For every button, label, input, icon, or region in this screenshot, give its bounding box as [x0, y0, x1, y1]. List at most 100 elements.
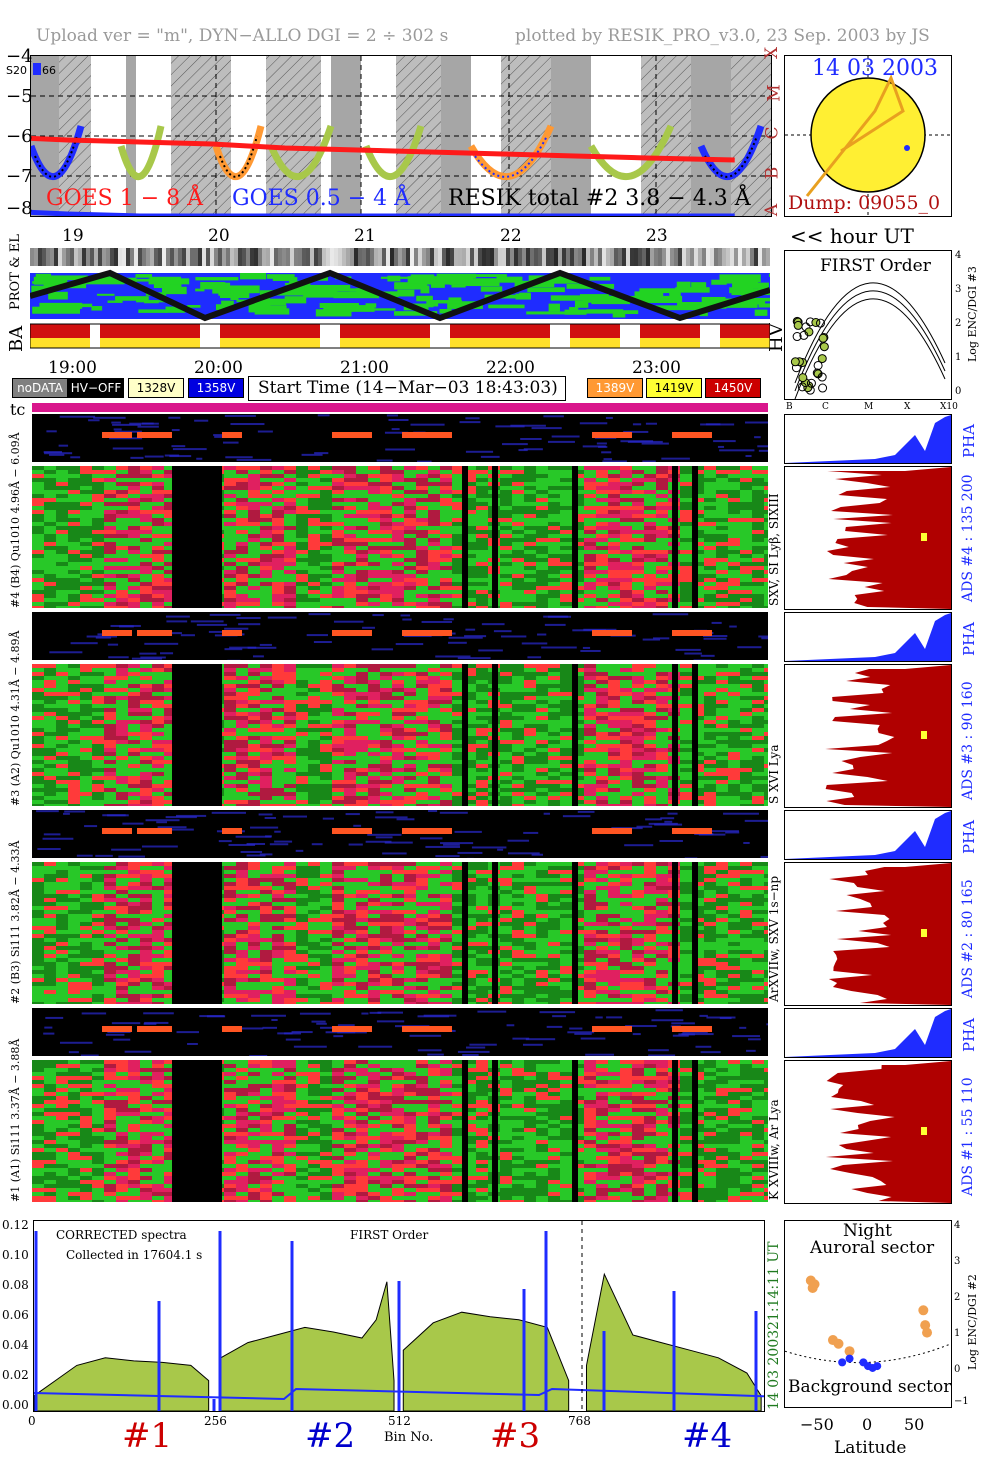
ads-cell: [56, 486, 68, 490]
ads-cell: [404, 482, 416, 486]
ads-cell: [104, 470, 116, 474]
ads-cell: [632, 578, 644, 582]
ads-cell: [500, 514, 512, 518]
ads-cell: [80, 466, 92, 470]
ads-cell: [560, 672, 572, 676]
ads-cell: [80, 740, 92, 744]
ads-cell: [380, 498, 392, 502]
ads-cell: [560, 522, 572, 526]
ads-cell: [308, 474, 320, 478]
ads-cell: [740, 602, 752, 606]
ads-cell: [284, 664, 296, 668]
ads-cell: [584, 736, 596, 740]
ads-cell: [704, 590, 716, 594]
ads-cell: [224, 530, 236, 534]
ads-cell: [344, 768, 356, 772]
ads-cell: [104, 780, 116, 784]
legend-1358v: 1358V: [188, 378, 244, 398]
ads-cell: [464, 550, 476, 554]
ads-cell: [68, 562, 80, 566]
ads-cell: [68, 696, 80, 700]
ads-cell: [32, 490, 44, 494]
ads-cell: [536, 514, 548, 518]
ads-cell: [236, 708, 248, 712]
ads-cell: [356, 672, 368, 676]
ads-cell: [656, 554, 668, 558]
ads-cell: [248, 514, 260, 518]
ads-cell: [344, 498, 356, 502]
ads-cell: [56, 676, 68, 680]
ads-cell: [548, 490, 560, 494]
ads-cell: [584, 586, 596, 590]
ads-cell: [476, 502, 488, 506]
ads-cell: [560, 498, 572, 502]
ads-cell: [416, 494, 428, 498]
ads-cell: [644, 664, 656, 668]
ads-cell: [632, 740, 644, 744]
ads-cell: [536, 684, 548, 688]
ads-cell: [644, 586, 656, 590]
ads-cell: [332, 796, 344, 800]
ads-cell: [524, 788, 536, 792]
ads-cell: [620, 590, 632, 594]
ads-cell: [368, 664, 380, 668]
ads-cell: [344, 538, 356, 542]
ads-cell: [320, 748, 332, 752]
ads-cell: [116, 558, 128, 562]
ads-cell: [104, 590, 116, 594]
ads-cell: [152, 696, 164, 700]
ads-cell: [260, 474, 272, 478]
ads-cell: [560, 788, 572, 792]
ads-cell: [608, 804, 620, 806]
ads-cell: [428, 550, 440, 554]
ads-cell: [500, 534, 512, 538]
ads-cell: [68, 494, 80, 498]
ads-cell: [284, 764, 296, 768]
ads-cell: [440, 598, 452, 602]
ads-cell: [296, 482, 308, 486]
ads-cell: [152, 744, 164, 748]
time-2000: 20:00: [194, 358, 243, 378]
prot-cell: [78, 248, 82, 266]
ads-cell: [152, 748, 164, 752]
ads-cell: [464, 668, 476, 672]
ads-cell: [392, 696, 404, 700]
goes-ytick-4: −7: [6, 166, 33, 187]
ads-cell: [116, 780, 128, 784]
ads-cell: [104, 586, 116, 590]
ads-cell: [416, 680, 428, 684]
ads-cell: [32, 804, 44, 806]
ads-cell: [584, 546, 596, 550]
ads-cell: [380, 676, 392, 680]
ads-cell: [644, 530, 656, 534]
ads-cell: [368, 796, 380, 800]
ads-cell: [56, 776, 68, 780]
prot-green-cell: [699, 311, 708, 317]
ads-cell: [260, 534, 272, 538]
ads-cell: [440, 526, 452, 530]
ads-cell: [44, 470, 56, 474]
ads-cell: [140, 494, 152, 498]
ads-cell: [560, 804, 572, 806]
ads-cell: [608, 606, 620, 608]
ads-cell: [140, 578, 152, 582]
ads-cell: [596, 606, 608, 608]
ads-cell: [140, 566, 152, 570]
ads-cell: [380, 712, 392, 716]
ads-cell: [416, 478, 428, 482]
ads-cell: [92, 510, 104, 514]
ads-cell: [236, 728, 248, 732]
ads-cell: [560, 704, 572, 708]
ads-cell: [272, 562, 284, 566]
ads-cell: [428, 558, 440, 562]
ads-cell: [32, 776, 44, 780]
ads-cell: [248, 558, 260, 562]
pha-noise: [314, 452, 329, 455]
ads-cell: [332, 598, 344, 602]
ads-cell: [56, 466, 68, 470]
ads-cell: [680, 720, 692, 724]
ads-cell: [728, 574, 740, 578]
ads-cell: [656, 506, 668, 510]
ads-cell: [680, 586, 692, 590]
ads-cell: [332, 668, 344, 672]
